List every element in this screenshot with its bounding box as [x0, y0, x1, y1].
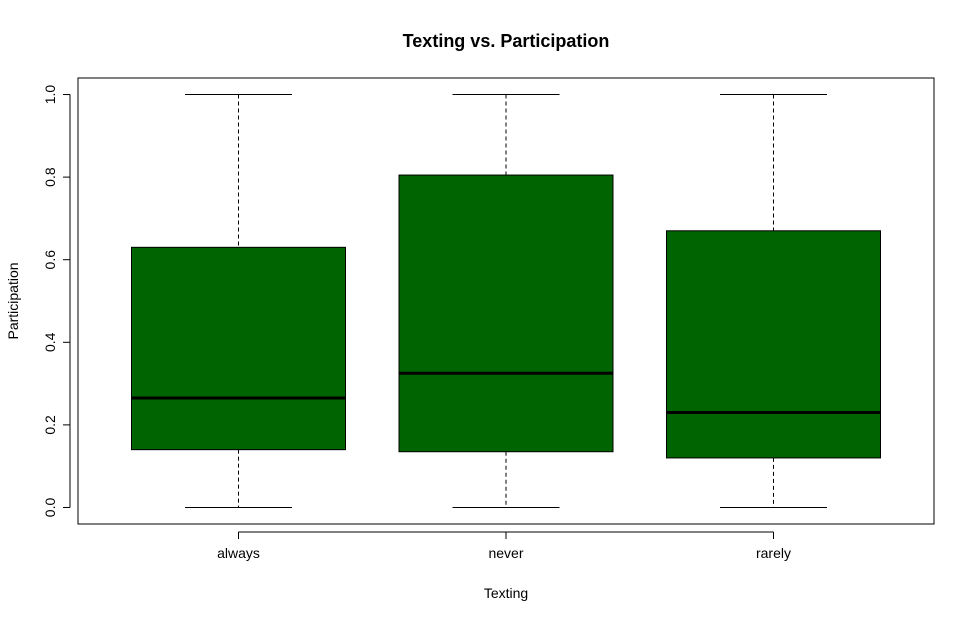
box-iqr — [131, 246, 346, 451]
y-tick-label: 0.8 — [42, 167, 58, 187]
box-group-always — [131, 94, 346, 508]
chart-title: Texting vs. Participation — [403, 31, 610, 51]
y-axis: 0.0 0.2 0.4 0.6 0.8 1.0 — [42, 85, 71, 518]
x-tick-label-rarely: rarely — [756, 545, 791, 561]
y-tick-label: 1.0 — [42, 85, 58, 105]
plot-frame — [77, 77, 935, 525]
box-group-rarely — [666, 94, 881, 508]
box-iqr — [398, 174, 614, 453]
y-tick-label: 0.4 — [42, 332, 58, 352]
y-tick-label: 0.2 — [42, 415, 58, 435]
y-tick-label: 0.0 — [42, 498, 58, 518]
y-axis-title: Participation — [5, 262, 21, 339]
x-axis-title: Texting — [484, 585, 528, 601]
x-tick-label-never: never — [488, 545, 523, 561]
box-group-never — [398, 94, 614, 508]
x-axis: always never rarely — [217, 531, 791, 561]
boxes-layer — [131, 94, 881, 508]
y-tick-label: 0.6 — [42, 250, 58, 270]
box-iqr — [666, 230, 881, 459]
x-tick-label-always: always — [217, 545, 260, 561]
